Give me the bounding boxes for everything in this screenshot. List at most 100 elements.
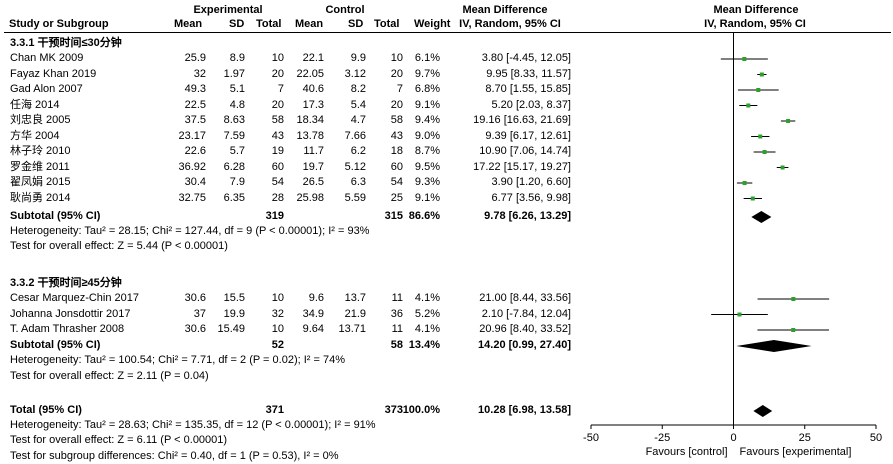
heterogeneity-text: Heterogeneity: Tau² = 28.15; Chi² = 127.…: [10, 225, 370, 237]
effect-marker: [759, 72, 764, 77]
ctrl-mean-cell: 18.34: [296, 114, 324, 126]
ctrl-total-cell: 20: [390, 98, 403, 111]
weight-cell: 9.1%: [414, 98, 440, 111]
ctrl-mean-cell: 9.64: [302, 323, 324, 335]
effect-marker: [780, 165, 785, 170]
exp-sd-cell: 8.63: [223, 114, 245, 126]
ctrl-mean-cell: 13.78: [296, 129, 324, 142]
ci-cell: 8.70 [1.55, 15.85]: [485, 83, 571, 95]
ctrl-mean-cell: 40.6: [302, 83, 324, 95]
weight-header: Weight: [414, 18, 451, 30]
ctrl-total-cell: 43: [390, 129, 403, 142]
subtotal-label: Subtotal (95% CI): [10, 210, 101, 222]
ci-cell: 3.90 [1.20, 6.60]: [491, 176, 571, 188]
x-tick-label: -25: [654, 432, 670, 444]
ctrl-sd-cell: 9.9: [350, 52, 366, 64]
exp-total-cell: 20: [271, 98, 284, 111]
ctrl-sd-cell: 5.59: [344, 191, 366, 204]
exp-total-cell: 10: [271, 292, 284, 304]
ctrl-total-cell: 20: [390, 67, 403, 80]
x-tick-label: -50: [583, 432, 599, 444]
study-name: Chan MK 2009: [10, 52, 84, 64]
study-name: Cesar Marquez-Chin 2017: [10, 292, 140, 304]
ctrl-mean-cell: 11.7: [303, 145, 324, 157]
total-exp-total: 371: [265, 404, 284, 416]
exp-sd-cell: 6.28: [223, 160, 245, 173]
ctrl-mean-header: Mean: [295, 18, 324, 30]
effect-marker: [737, 312, 742, 317]
exp-total-cell: 20: [271, 67, 284, 80]
exp-mean-cell: 30.4: [184, 176, 206, 188]
study-name: Gad Alon 2007: [10, 83, 83, 95]
study-name: 翟凤娟 2015: [10, 176, 71, 188]
plot-mean-difference-header: Mean Difference: [713, 4, 799, 16]
ctrl-sd-cell: 8.2: [350, 83, 366, 95]
ci-cell: 17.22 [15.17, 19.27]: [473, 160, 571, 173]
ctrl-sd-cell: 3.12: [344, 67, 366, 80]
ctrl-total-cell: 25: [390, 191, 403, 204]
ctrl-total-cell: 54: [390, 176, 403, 188]
effect-marker: [742, 181, 747, 185]
ctrl-sd-cell: 4.7: [350, 114, 366, 126]
x-tick-label: 25: [799, 432, 811, 444]
total-ctrl-total: 373: [384, 404, 403, 416]
total-weight: 100.0%: [402, 404, 440, 416]
experimental-header: Experimental: [193, 4, 263, 16]
ctrl-total-cell: 11: [391, 292, 403, 304]
effect-marker: [750, 196, 755, 201]
x-tick-label: 50: [870, 432, 882, 444]
weight-cell: 6.1%: [414, 52, 440, 64]
ctrl-sd-header: SD: [348, 18, 364, 30]
pooled-diamond: [751, 211, 772, 223]
ctrl-mean-cell: 25.98: [296, 191, 324, 204]
weight-cell: 9.7%: [414, 67, 440, 80]
heterogeneity-text: Heterogeneity: Tau² = 100.54; Chi² = 7.7…: [10, 354, 345, 366]
plot-method-header: IV, Random, 95% CI: [704, 18, 806, 30]
pooled-diamond: [753, 405, 773, 417]
weight-cell: 8.7%: [414, 145, 440, 157]
ctrl-total-cell: 36: [390, 307, 403, 320]
ci-cell: 6.77 [3.56, 9.98]: [491, 191, 571, 204]
ctrl-mean-cell: 19.7: [302, 160, 324, 173]
exp-mean-cell: 22.6: [184, 145, 206, 157]
total-overall-effect-text: Test for overall effect: Z = 6.11 (P < 0…: [10, 434, 228, 446]
ctrl-total-cell: 58: [390, 114, 403, 126]
exp-sd-cell: 15.49: [217, 323, 245, 335]
study-name: 罗金维 2011: [10, 160, 70, 173]
mean-difference-header: Mean Difference: [462, 4, 548, 16]
exp-mean-header: Mean: [174, 18, 203, 30]
weight-cell: 9.1%: [414, 191, 440, 204]
subtotal-ctrl-total: 315: [384, 210, 403, 222]
ci-cell: 9.39 [6.17, 12.61]: [485, 129, 571, 142]
exp-total-cell: 32: [271, 307, 284, 320]
x-tick-label: 0: [730, 432, 736, 444]
exp-total-cell: 28: [271, 191, 284, 204]
study-name: 方华 2004: [10, 129, 60, 142]
subtotal-weight: 86.6%: [408, 210, 440, 222]
exp-mean-cell: 32: [193, 67, 206, 80]
subgroup-title: 3.3.1 干预时间≤30分钟: [10, 37, 122, 49]
method-header: IV, Random, 95% CI: [459, 18, 561, 30]
exp-mean-cell: 30.6: [184, 323, 206, 335]
exp-mean-cell: 37: [193, 307, 206, 320]
exp-mean-cell: 32.75: [178, 191, 206, 204]
exp-mean-cell: 36.92: [178, 160, 206, 173]
ctrl-mean-cell: 22.05: [296, 67, 324, 80]
study-column-header: Study or Subgroup: [9, 18, 109, 30]
ctrl-mean-cell: 34.9: [302, 307, 324, 320]
ci-cell: 19.16 [16.63, 21.69]: [473, 114, 571, 126]
study-name: 林子玲 2010: [10, 145, 71, 157]
favours-experimental-label: Favours [experimental]: [740, 446, 852, 458]
ctrl-mean-cell: 17.3: [302, 98, 324, 111]
pooled-diamond: [736, 340, 812, 352]
exp-sd-cell: 15.5: [223, 292, 245, 304]
exp-sd-cell: 6.35: [223, 191, 245, 204]
subtotal-label: Subtotal (95% CI): [10, 339, 101, 351]
exp-total-cell: 19: [271, 145, 284, 157]
subgroup-title: 3.3.2 干预时间≥45分钟: [10, 277, 122, 289]
subtotal-weight: 13.4%: [408, 339, 440, 351]
subtotal-exp-total: 52: [271, 339, 284, 351]
exp-sd-cell: 5.1: [229, 83, 245, 95]
favours-control-label: Favours [control]: [646, 446, 728, 458]
